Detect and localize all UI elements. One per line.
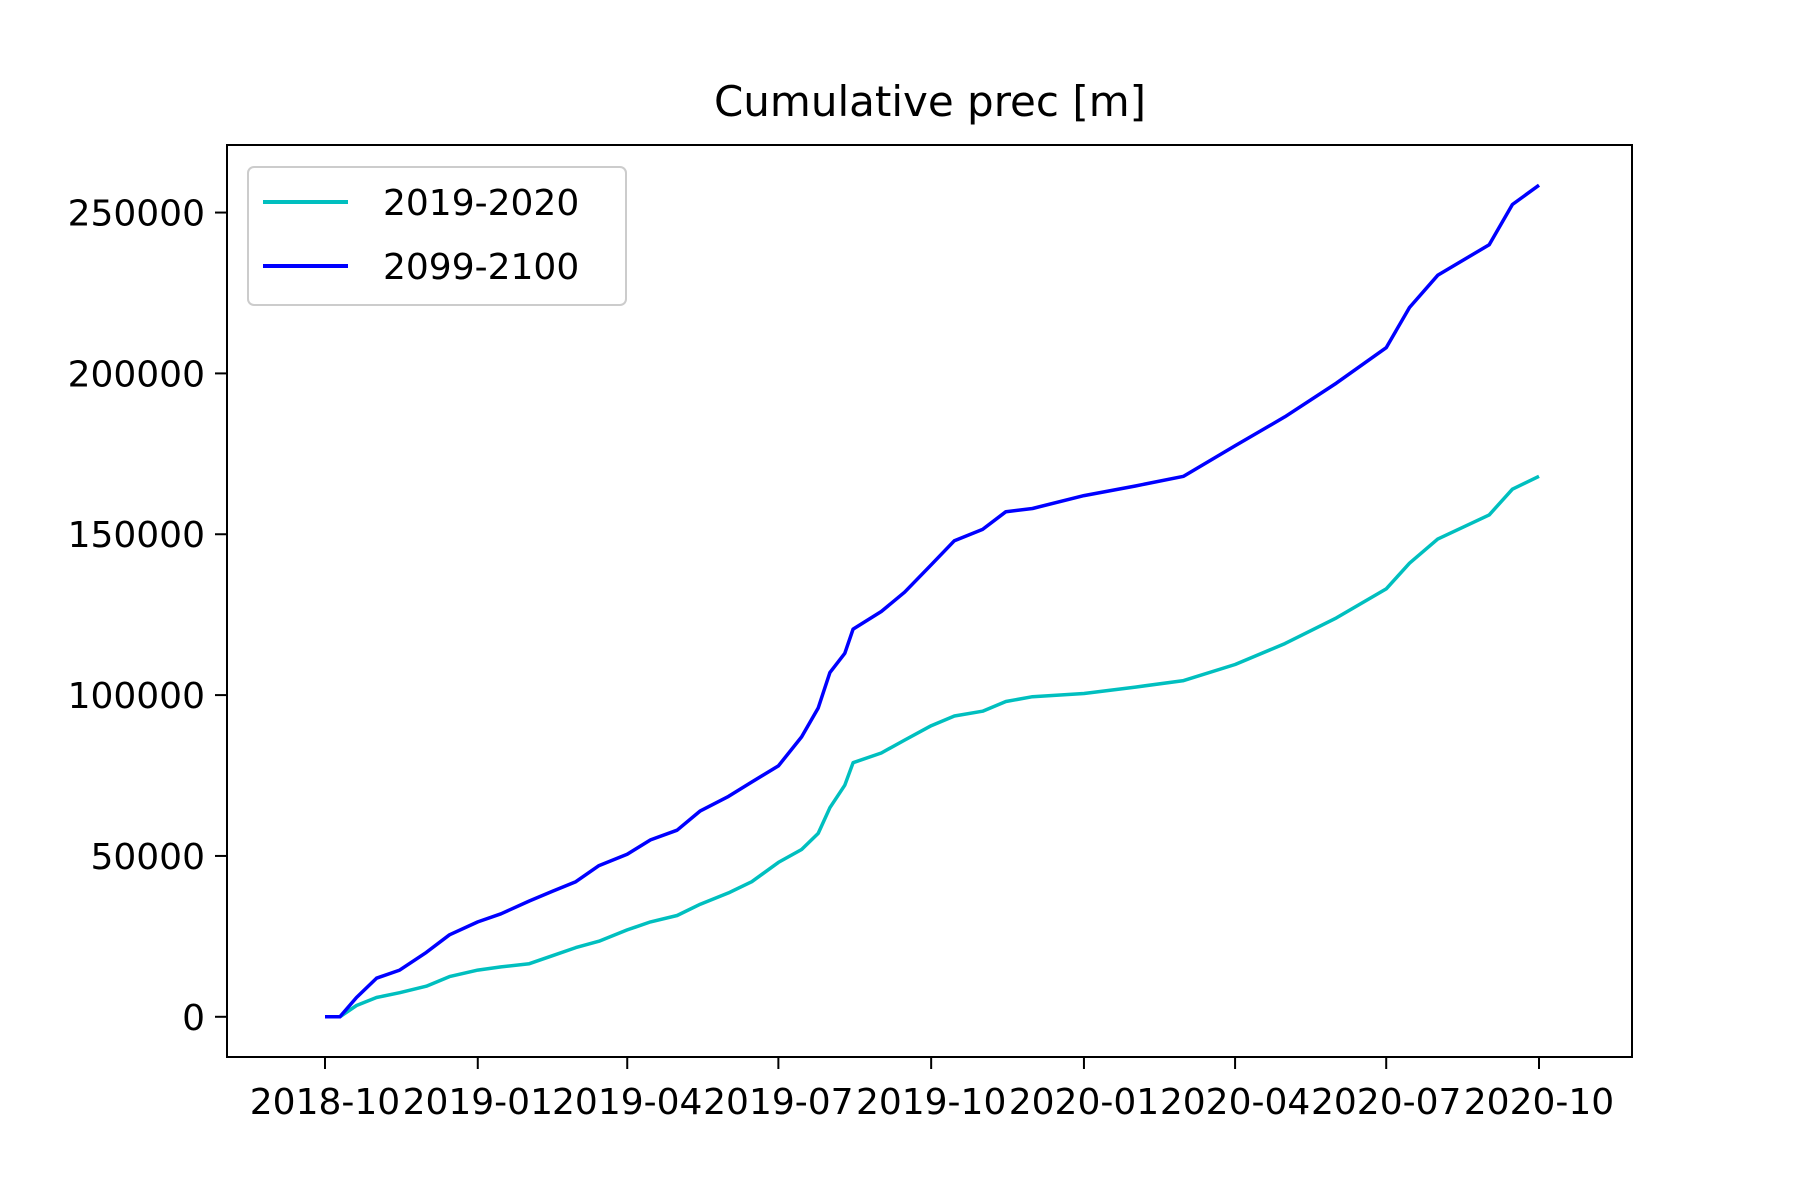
x-tick-label: 2019-04 (552, 1082, 702, 1123)
plot-area-frame (226, 144, 1633, 1058)
legend-label: 2019-2020 (383, 183, 579, 224)
x-tick-label: 2018-10 (250, 1082, 400, 1123)
legend: 2019-2020 2099-2100 (247, 166, 627, 306)
y-tick-label: 50000 (90, 837, 205, 878)
x-tick-label: 2020-04 (1160, 1082, 1310, 1123)
x-tick-label: 2019-07 (703, 1082, 853, 1123)
y-tick-label: 200000 (68, 354, 205, 395)
x-tick-label: 2020-10 (1464, 1082, 1614, 1123)
y-tick-label: 0 (182, 998, 205, 1039)
chart-title: Cumulative prec [m] (714, 77, 1146, 126)
x-tick-label: 2020-07 (1311, 1082, 1461, 1123)
x-tick-label: 2019-01 (403, 1082, 553, 1123)
y-axis: 0 50000 100000 150000 200000 250000 (68, 194, 227, 1039)
legend-label: 2099-2100 (383, 247, 579, 288)
x-tick-label: 2019-10 (856, 1082, 1006, 1123)
series-line-2019-2020 (325, 474, 1540, 1019)
y-tick-label: 100000 (68, 676, 205, 717)
x-axis: 2018-10 2019-01 2019-04 2019-07 2019-10 2020-… (250, 1057, 1614, 1123)
series-line-2099-2100 (325, 183, 1541, 1019)
x-tick-label: 2020-01 (1009, 1082, 1159, 1123)
y-tick-label: 250000 (68, 194, 205, 235)
series-layer (325, 183, 1541, 1019)
y-tick-label: 150000 (68, 515, 205, 556)
